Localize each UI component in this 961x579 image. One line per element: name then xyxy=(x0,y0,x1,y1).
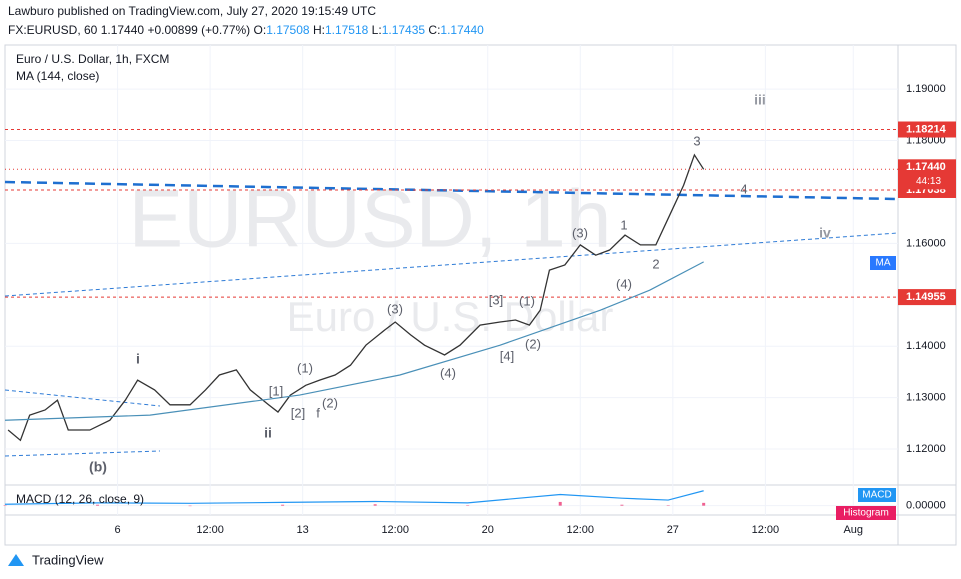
last-price-tag xyxy=(898,159,956,190)
histogram-bar xyxy=(281,504,285,506)
wave-label: iii xyxy=(754,92,766,108)
wave-label: f xyxy=(316,405,320,420)
o-label: O: xyxy=(254,23,267,37)
ma-tag-label: MA xyxy=(876,258,891,269)
legend-label: MACD xyxy=(862,490,891,501)
x-tick-label: 12:00 xyxy=(196,524,224,536)
x-tick-label: 13 xyxy=(297,524,309,536)
wave-label: 1 xyxy=(620,217,627,232)
trendline xyxy=(4,180,899,201)
wave-label: [2] xyxy=(291,405,305,420)
wave-label: (2) xyxy=(525,336,541,351)
wave-label: iv xyxy=(819,225,831,241)
level-label: 1.18214 xyxy=(906,123,947,135)
level-tag xyxy=(898,121,956,138)
last-price-label: 1.17440 xyxy=(906,161,946,173)
ma-tag xyxy=(870,256,896,270)
y-tick-label: 1.12000 xyxy=(906,443,946,455)
legend-tag xyxy=(836,506,896,520)
wave-label: (1) xyxy=(297,360,313,375)
histogram-bar xyxy=(558,501,562,506)
wave-label: 3 xyxy=(693,133,700,148)
wave-label: (3) xyxy=(387,301,403,316)
histogram-bar xyxy=(620,504,624,506)
wave-label: (3) xyxy=(572,225,588,240)
brand: TradingView xyxy=(32,552,104,567)
y-tick-label: 0.00000 xyxy=(906,500,946,512)
macd-line xyxy=(4,490,704,505)
level-tag xyxy=(898,289,956,306)
logo xyxy=(8,554,24,566)
y-tick-label: 1.19000 xyxy=(906,83,946,95)
watermark-symbol: EURUSD, 1h xyxy=(128,174,611,265)
change: +0.00899 (+0.77%) xyxy=(147,23,250,37)
histogram-bar xyxy=(373,504,377,506)
l-label: L: xyxy=(372,23,382,37)
pane-subtitle: MA (144, close) xyxy=(16,69,99,83)
x-tick-label: 12:00 xyxy=(752,524,780,536)
legend-label: Histogram xyxy=(843,508,889,519)
wave-label: [3] xyxy=(489,292,503,307)
histogram-bar xyxy=(96,504,100,506)
y-tick-label: 1.13000 xyxy=(906,392,946,404)
x-tick-label: 20 xyxy=(482,524,494,536)
x-tick-label: 12:00 xyxy=(381,524,409,536)
wave-label: (2) xyxy=(322,395,338,410)
h-label: H: xyxy=(313,23,325,37)
wave-label: i xyxy=(136,351,140,367)
x-tick-label: 12:00 xyxy=(567,524,595,536)
x-tick-label: Aug xyxy=(843,524,863,536)
histogram-bar xyxy=(702,502,706,506)
series-line xyxy=(4,261,704,421)
trendline xyxy=(4,389,161,407)
wave-label: (4) xyxy=(616,276,632,291)
pane-title: Euro / U.S. Dollar, 1h, FXCM xyxy=(16,52,169,66)
y-tick-label: 1.14000 xyxy=(906,340,946,352)
wave-label: 2 xyxy=(652,256,659,271)
countdown: 44:13 xyxy=(916,176,941,187)
wave-label: (b) xyxy=(89,459,107,475)
trendline xyxy=(4,232,899,297)
symbol: FX:EURUSD, 60 xyxy=(8,23,98,37)
wave-label: [1] xyxy=(269,383,283,398)
wave-label: (4) xyxy=(440,365,456,380)
wave-label: (1) xyxy=(519,293,535,308)
footer: TradingView xyxy=(8,552,104,567)
l-value: 1.17435 xyxy=(382,23,426,37)
price: 1.17440 xyxy=(101,23,145,37)
legend-tag xyxy=(858,488,896,502)
published-line: Lawburo published on TradingView.com, Ju… xyxy=(8,4,376,18)
o-value: 1.17508 xyxy=(266,23,310,37)
wave-label: 4 xyxy=(740,181,747,196)
c-label: C: xyxy=(428,23,440,37)
macd-title: MACD (12, 26, close, 9) xyxy=(16,492,144,506)
wave-label: [4] xyxy=(500,348,514,363)
wave-label: ii xyxy=(264,425,272,441)
trendline xyxy=(4,450,161,457)
x-tick-label: 27 xyxy=(667,524,679,536)
level-label: 1.14955 xyxy=(906,291,946,303)
symbol-line: FX:EURUSD, 60 1.17440 +0.00899 (+0.77%) … xyxy=(8,23,484,37)
c-value: 1.17440 xyxy=(440,23,484,37)
watermark-desc: Euro / U.S. Dollar xyxy=(287,293,614,340)
y-tick-label: 1.16000 xyxy=(906,237,946,249)
series-line xyxy=(7,153,705,442)
h-value: 1.17518 xyxy=(325,23,369,37)
x-tick-label: 6 xyxy=(115,524,121,536)
